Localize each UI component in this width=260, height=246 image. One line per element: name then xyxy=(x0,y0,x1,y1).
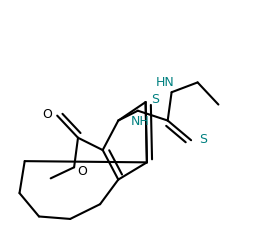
Text: O: O xyxy=(42,108,52,121)
Text: HN: HN xyxy=(156,76,174,89)
Text: S: S xyxy=(200,133,207,146)
Text: S: S xyxy=(151,93,159,106)
Text: NH: NH xyxy=(131,115,150,128)
Text: O: O xyxy=(77,165,87,178)
